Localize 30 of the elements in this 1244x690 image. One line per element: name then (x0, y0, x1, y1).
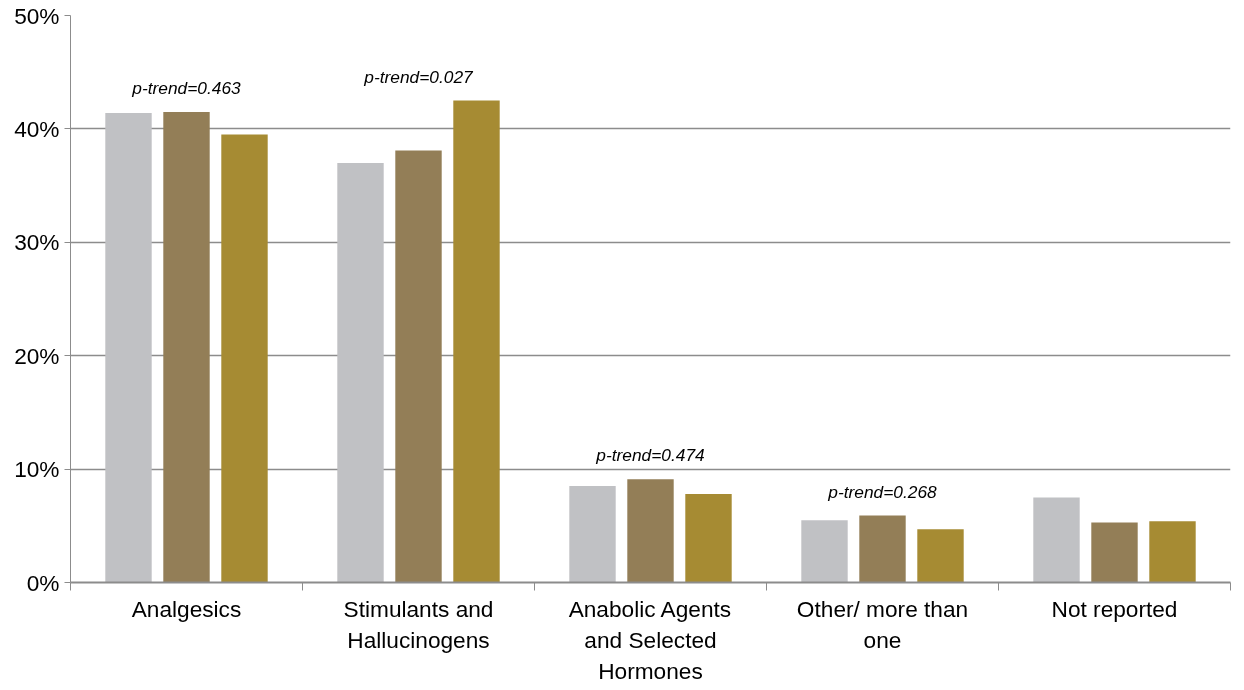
x-tick-label: Other/ more than one (796, 595, 969, 653)
annotation: p-trend=0.027 (363, 66, 475, 87)
y-tick-label: 20% (14, 342, 60, 369)
x-tick-label: Not reported (1051, 595, 1178, 622)
bar (395, 150, 442, 583)
bar (163, 111, 210, 583)
bar (917, 529, 964, 583)
x-tick-label: Stimulants and Hallucinogens (343, 595, 494, 653)
x-tick-label: Anabolic Agents and Selected Hormones (568, 595, 732, 684)
bar (453, 100, 500, 583)
x-tick-label: Analgesics (131, 595, 242, 622)
bar (221, 134, 268, 583)
bar (1149, 521, 1196, 583)
bar (859, 515, 906, 583)
bar (685, 494, 732, 583)
annotation: p-trend=0.463 (131, 77, 242, 98)
annotation: p-trend=0.268 (827, 481, 938, 502)
y-tick-label: 0% (26, 569, 60, 596)
bar (627, 479, 674, 583)
y-tick-label: 30% (14, 229, 60, 256)
annotation: p-trend=0.474 (595, 445, 705, 466)
y-tick-label: 50% (14, 2, 60, 29)
bar (569, 486, 616, 583)
y-tick-label: 40% (14, 115, 60, 142)
y-tick-label: 10% (14, 456, 60, 483)
bar (1091, 522, 1138, 583)
bar (1033, 497, 1080, 583)
bar (105, 113, 152, 583)
bar (801, 520, 848, 583)
bar (337, 162, 384, 583)
